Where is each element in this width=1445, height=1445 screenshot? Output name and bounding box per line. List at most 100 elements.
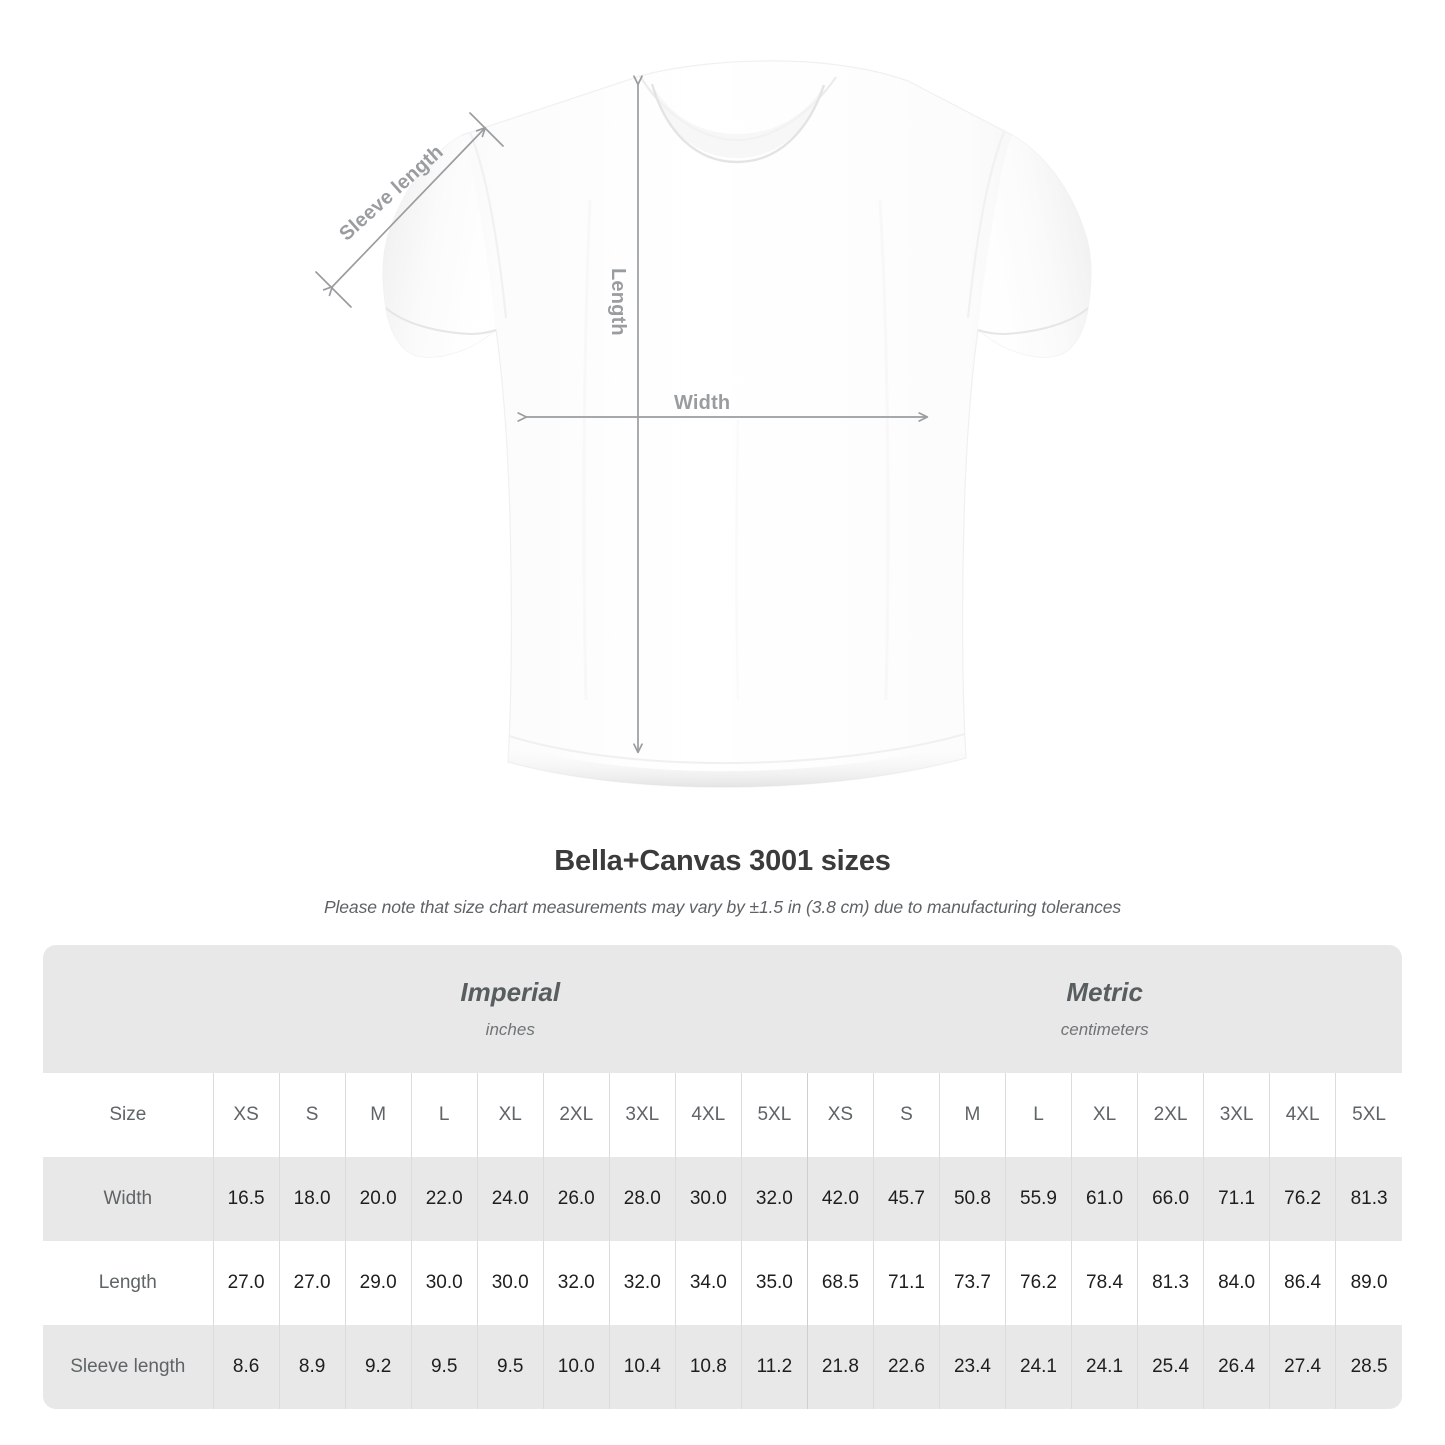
width-imperial-5xl: 32.0 (740, 1157, 808, 1241)
unit-group-imperial: Imperial inches (213, 945, 808, 1073)
length-label: Length (607, 268, 629, 336)
length-imperial-m: 29.0 (344, 1241, 412, 1325)
width-imperial-s: 18.0 (278, 1157, 346, 1241)
table-row-sleeve-length: Sleeve length 8.6 8.9 9.2 9.5 9.5 10.0 1… (43, 1325, 1402, 1409)
sleeve-imperial-xl: 9.5 (476, 1325, 544, 1409)
unit-name-metric: Metric (1066, 976, 1143, 1007)
unit-band-spacer (43, 945, 214, 1073)
sleeve-imperial-2xl: 10.0 (542, 1325, 610, 1409)
row-label-size: Size (43, 1073, 214, 1157)
length-imperial-3xl: 32.0 (608, 1241, 676, 1325)
sleeve-metric-5xl: 28.5 (1335, 1325, 1402, 1409)
size-header-metric-m: M (938, 1073, 1006, 1157)
row-label-length: Length (43, 1241, 214, 1325)
width-metric-xl: 61.0 (1071, 1157, 1138, 1241)
sleeve-imperial-m: 9.2 (344, 1325, 412, 1409)
length-metric-l: 76.2 (1004, 1241, 1072, 1325)
garment-shape (382, 60, 1092, 788)
sleeve-imperial-5xl: 11.2 (740, 1325, 808, 1409)
table-body: Size XS S M L XL 2XL 3XL 4XL 5XL XS S M … (43, 1073, 1402, 1409)
table-row-width: Width 16.5 18.0 20.0 22.0 24.0 26.0 28.0… (43, 1157, 1402, 1241)
width-metric-m: 50.8 (938, 1157, 1006, 1241)
length-imperial-xl: 30.0 (476, 1241, 544, 1325)
width-label: Width (674, 392, 731, 414)
width-metric-l: 55.9 (1004, 1157, 1072, 1241)
sleeve-imperial-l: 9.5 (410, 1325, 478, 1409)
table-row-size: Size XS S M L XL 2XL 3XL 4XL 5XL XS S M … (43, 1073, 1402, 1157)
tshirt-diagram: Sleeve length Length Width (315, 60, 1092, 788)
width-imperial-xs: 16.5 (212, 1157, 280, 1241)
tolerance-note: Please note that size chart measurements… (323, 897, 1122, 917)
table-unit-header: Imperial inches Metric centimeters (43, 945, 1402, 1073)
width-metric-xs: 42.0 (806, 1157, 874, 1241)
size-header-metric-xs: XS (806, 1073, 874, 1157)
length-imperial-l: 30.0 (410, 1241, 478, 1325)
size-header-imperial-l: L (410, 1073, 478, 1157)
sleeve-metric-xs: 21.8 (806, 1325, 874, 1409)
sleeve-imperial-3xl: 10.4 (608, 1325, 676, 1409)
length-metric-3xl: 84.0 (1203, 1241, 1270, 1325)
sleeve-imperial-xs: 8.6 (212, 1325, 280, 1409)
length-metric-s: 71.1 (872, 1241, 940, 1325)
width-metric-4xl: 76.2 (1269, 1157, 1336, 1241)
size-header-metric-l: L (1004, 1073, 1072, 1157)
length-metric-4xl: 86.4 (1269, 1241, 1336, 1325)
sleeve-cap-upper (469, 112, 504, 147)
length-imperial-xs: 27.0 (212, 1241, 280, 1325)
unit-band-row: Imperial inches Metric centimeters (43, 945, 1402, 1073)
page-title: Bella+Canvas 3001 sizes (554, 845, 891, 877)
length-imperial-2xl: 32.0 (542, 1241, 610, 1325)
sleeve-metric-4xl: 27.4 (1269, 1325, 1336, 1409)
width-imperial-m: 20.0 (344, 1157, 412, 1241)
length-metric-xs: 68.5 (806, 1241, 874, 1325)
sleeve-metric-xl: 24.1 (1071, 1325, 1138, 1409)
size-header-metric-4xl: 4XL (1269, 1073, 1336, 1157)
sleeve-metric-3xl: 26.4 (1203, 1325, 1270, 1409)
size-table: Imperial inches Metric centimeters Size … (43, 945, 1402, 1409)
width-metric-2xl: 66.0 (1137, 1157, 1204, 1241)
length-imperial-s: 27.0 (278, 1241, 346, 1325)
row-label-sleeve-length: Sleeve length (43, 1325, 214, 1409)
sleeve-imperial-4xl: 10.8 (674, 1325, 742, 1409)
size-table-container: Imperial inches Metric centimeters Size … (43, 945, 1402, 1409)
width-imperial-2xl: 26.0 (542, 1157, 610, 1241)
length-metric-5xl: 89.0 (1335, 1241, 1402, 1325)
sleeve-length-arrow (322, 126, 487, 297)
size-header-metric-2xl: 2XL (1137, 1073, 1204, 1157)
unit-sub-imperial: inches (485, 1020, 535, 1040)
unit-sub-metric: centimeters (1060, 1020, 1149, 1040)
width-metric-s: 45.7 (872, 1157, 940, 1241)
width-imperial-3xl: 28.0 (608, 1157, 676, 1241)
size-header-imperial-xs: XS (212, 1073, 280, 1157)
size-header-metric-3xl: 3XL (1203, 1073, 1270, 1157)
unit-group-metric: Metric centimeters (807, 945, 1402, 1073)
size-header-metric-xl: XL (1071, 1073, 1138, 1157)
title-block: Bella+Canvas 3001 sizes Please note that… (0, 845, 1445, 918)
length-metric-2xl: 81.3 (1137, 1241, 1204, 1325)
size-header-imperial-m: M (344, 1073, 412, 1157)
size-header-imperial-5xl: 5XL (740, 1073, 808, 1157)
size-header-imperial-3xl: 3XL (608, 1073, 676, 1157)
unit-name-imperial: Imperial (460, 976, 561, 1007)
sleeve-metric-m: 23.4 (938, 1325, 1006, 1409)
measurement-arrows (315, 75, 929, 754)
sleeve-cap-lower (315, 271, 352, 308)
sleeve-imperial-s: 8.9 (278, 1325, 346, 1409)
size-header-imperial-2xl: 2XL (542, 1073, 610, 1157)
width-metric-5xl: 81.3 (1335, 1157, 1402, 1241)
size-header-metric-s: S (872, 1073, 940, 1157)
size-header-imperial-s: S (278, 1073, 346, 1157)
size-header-imperial-xl: XL (476, 1073, 544, 1157)
width-imperial-l: 22.0 (410, 1157, 478, 1241)
width-imperial-4xl: 30.0 (674, 1157, 742, 1241)
length-metric-m: 73.7 (938, 1241, 1006, 1325)
sleeve-metric-2xl: 25.4 (1137, 1325, 1204, 1409)
length-metric-xl: 78.4 (1071, 1241, 1138, 1325)
table-row-length: Length 27.0 27.0 29.0 30.0 30.0 32.0 32.… (43, 1241, 1402, 1325)
width-imperial-xl: 24.0 (476, 1157, 544, 1241)
tshirt-illustration (315, 60, 1092, 788)
sleeve-metric-l: 24.1 (1004, 1325, 1072, 1409)
size-header-imperial-4xl: 4XL (674, 1073, 742, 1157)
width-metric-3xl: 71.1 (1203, 1157, 1270, 1241)
